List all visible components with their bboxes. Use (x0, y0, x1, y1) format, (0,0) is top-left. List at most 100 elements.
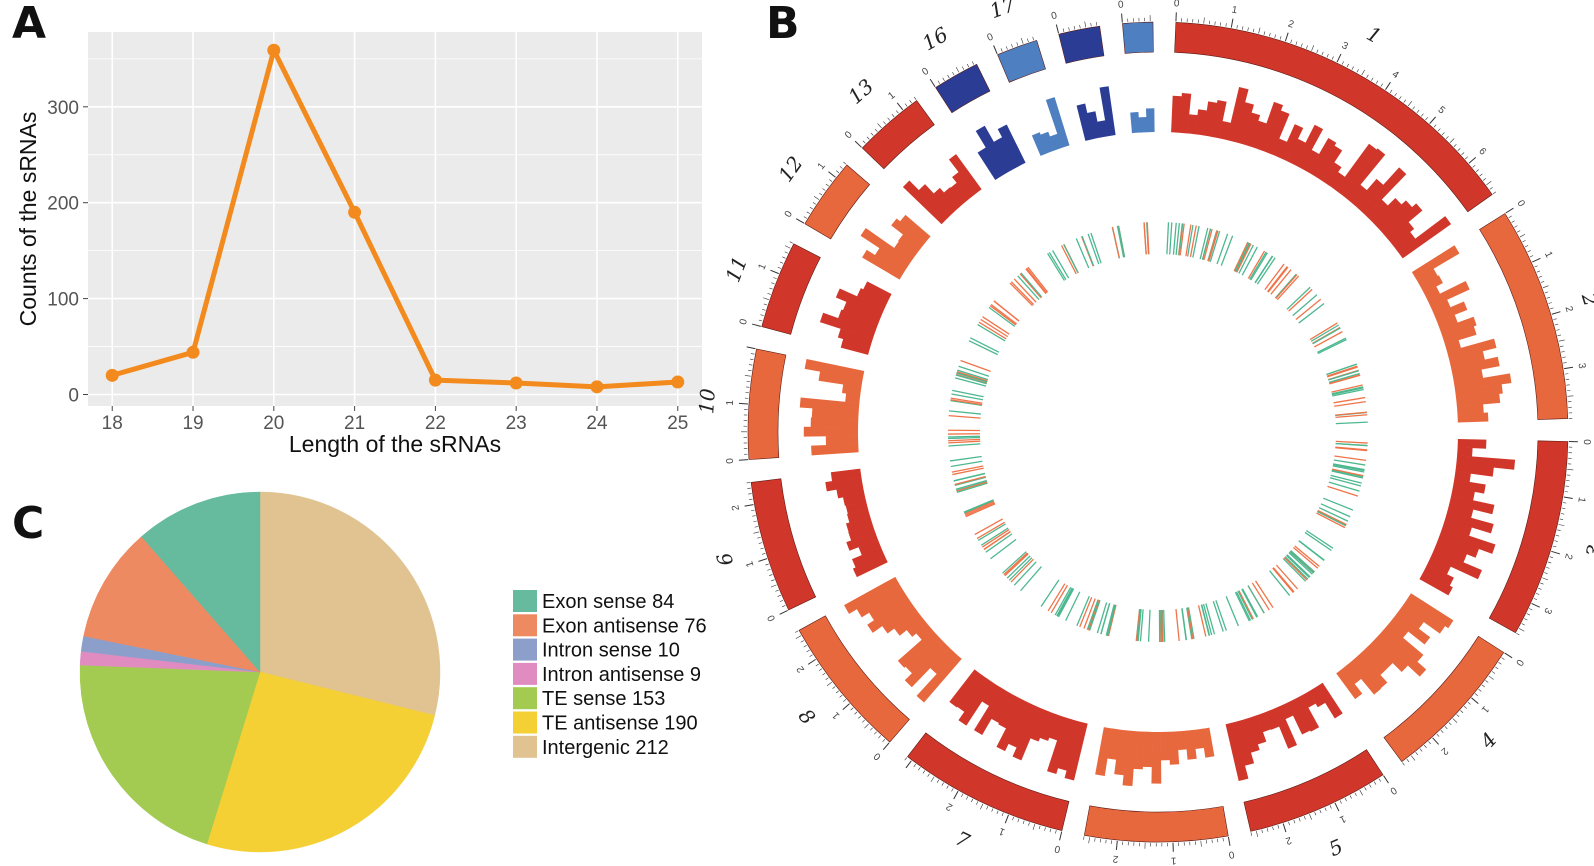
locus-tick (1175, 609, 1180, 641)
histogram-bar (904, 642, 950, 688)
histogram-bar (842, 301, 882, 324)
locus-tick (1147, 609, 1151, 642)
scale-tick (1293, 819, 1296, 824)
histogram-bar (1226, 86, 1249, 142)
histogram-bar (1447, 503, 1474, 519)
scale-tick (1556, 329, 1560, 331)
scale-tick (1453, 144, 1457, 147)
scale-tick (1492, 191, 1497, 195)
scale-tick (1456, 714, 1460, 718)
scale-tick (777, 594, 781, 597)
locus-tick (1220, 235, 1234, 266)
legend-swatch (513, 687, 537, 710)
histogram-bar (1392, 231, 1416, 252)
locus-tick (1333, 459, 1366, 466)
scale-tick (1511, 220, 1515, 223)
locus-tick (1329, 477, 1362, 487)
scale-tick (806, 649, 810, 653)
scale-label: 1 (1337, 813, 1347, 826)
y-tick-label: 300 (47, 98, 79, 119)
scale-tick (850, 707, 854, 711)
locus-tick (1201, 228, 1212, 260)
locus-tick (955, 479, 987, 490)
histogram-bar (856, 288, 888, 309)
locus-tick (1238, 590, 1254, 620)
scale-tick (1481, 684, 1485, 688)
locus-tick (990, 538, 1017, 560)
scale-tick (828, 171, 836, 178)
scale-tick (1428, 741, 1431, 745)
legend-label: Exon antisense 76 (542, 615, 707, 637)
histogram-bar (975, 125, 1011, 176)
scale-label: 0 (1513, 657, 1526, 668)
scale-tick (1547, 561, 1552, 564)
scale-tick (803, 216, 808, 219)
scale-tick (751, 323, 761, 327)
histogram-bar (1423, 564, 1454, 586)
scale-tick (1546, 566, 1550, 569)
locus-tick (954, 377, 987, 387)
histogram-bar (1114, 729, 1129, 776)
histogram-bar (845, 393, 861, 404)
locus-tick (1318, 507, 1349, 522)
scale-tick (1467, 701, 1471, 705)
scale-tick (991, 808, 994, 812)
scale-tick (883, 121, 886, 125)
histogram-bar (1294, 124, 1324, 169)
locus-tick (1090, 232, 1102, 264)
histogram-bar (1201, 727, 1215, 758)
scale-tick (1375, 80, 1379, 84)
legend-swatch (513, 638, 537, 661)
scale-tick (1564, 491, 1569, 493)
scale-tick (1055, 830, 1057, 834)
scale-tick (1298, 817, 1301, 822)
locus-tick (1065, 591, 1081, 621)
locus-tick (1063, 244, 1079, 274)
histogram-bar (1452, 479, 1486, 494)
scale-tick (1554, 323, 1559, 326)
locus-tick (1283, 557, 1308, 581)
histogram-bar (1031, 132, 1048, 156)
locus-tick (1060, 245, 1077, 275)
locus-tick (950, 460, 983, 468)
legend-label: TE antisense 190 (542, 713, 698, 735)
scale-tick (1282, 823, 1287, 833)
scale-tick (1258, 27, 1261, 34)
scale-tick (748, 364, 753, 366)
scale-tick (815, 663, 819, 667)
scale-label: 0 (1174, 0, 1180, 10)
scale-tick (1538, 275, 1543, 278)
histogram-bar (1455, 384, 1503, 399)
scale-tick (1550, 307, 1554, 310)
histogram-bar (1315, 682, 1343, 719)
scale-tick (1549, 556, 1554, 559)
chromosome-segment (935, 63, 991, 114)
scale-tick (1468, 156, 1477, 164)
histogram-bar (958, 678, 995, 726)
scale-tick (1225, 23, 1227, 27)
scale-label: 2 (1438, 745, 1450, 757)
scale-tick (1486, 181, 1492, 186)
histogram-bar (1456, 393, 1501, 407)
histogram-bar (1233, 720, 1255, 766)
panel-label-b: B (766, 0, 800, 49)
scale-label: 0 (738, 317, 750, 326)
histogram-bar (810, 417, 859, 428)
scale-tick (1419, 748, 1423, 752)
locus-tick (1335, 411, 1368, 416)
scale-tick (784, 245, 791, 249)
histogram-bar (1138, 116, 1148, 133)
locus-tick (1047, 253, 1065, 281)
histogram-bar (1427, 281, 1470, 308)
scale-tick (1534, 265, 1538, 268)
locus-tick (1166, 222, 1170, 255)
histogram-bar (862, 249, 904, 280)
locus-tick (1172, 222, 1177, 255)
locus-tick (1107, 604, 1117, 637)
histogram-bar (1382, 203, 1423, 240)
scale-tick (1516, 633, 1520, 636)
locus-tick (1199, 227, 1209, 260)
histogram-bar (1151, 731, 1162, 784)
chromosome-label: 12 (773, 152, 807, 187)
scale-tick (1090, 22, 1092, 27)
